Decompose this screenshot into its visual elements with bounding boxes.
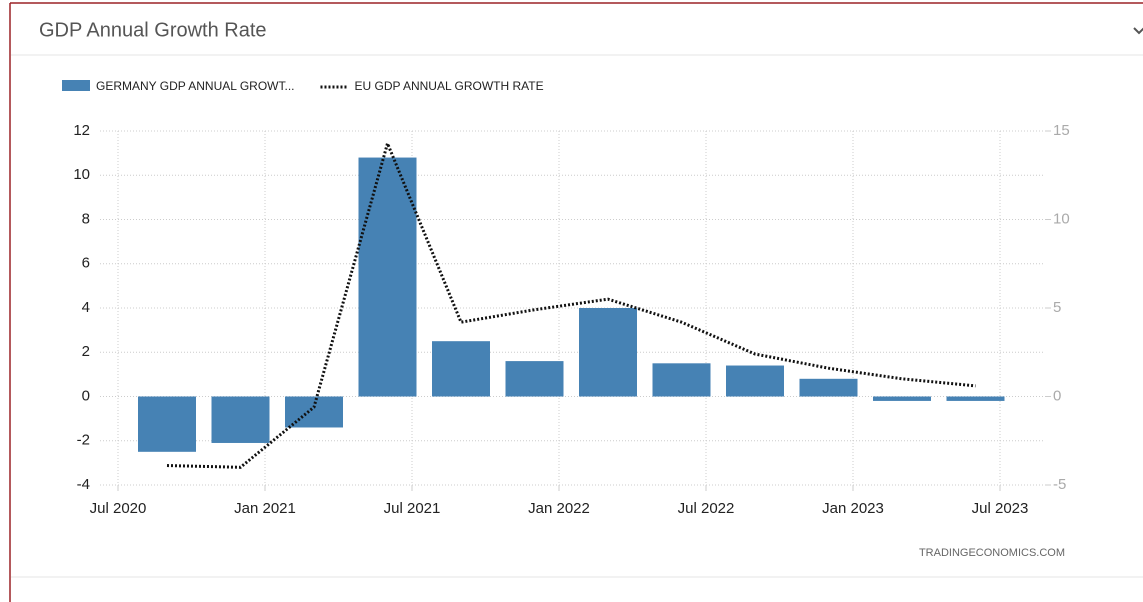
y-tick-label: -2 [77, 432, 90, 449]
legend-swatch [62, 80, 90, 91]
y2-tick-label: 15 [1053, 122, 1070, 139]
bar [579, 308, 637, 397]
line [166, 138, 976, 469]
x-tick-label: Jul 2020 [90, 500, 147, 517]
plot: -4 -2 0 2 4 6 8 10 12 -5 0 5 10 15 Jul 2020 Jan 2021 Jul… [62, 79, 1070, 517]
source-label: TRADINGECONOMICS.COM [919, 547, 1065, 559]
y-tick-label: 0 [82, 387, 90, 404]
x-tick-label: Jan 2023 [822, 500, 884, 517]
x-tick-label: Jul 2023 [972, 500, 1029, 517]
y-tick-label: 10 [73, 166, 90, 183]
y-tick-label: -4 [77, 476, 90, 493]
legend-label: EU GDP ANNUAL GROWTH RATE [354, 79, 543, 93]
legend-item: EU GDP ANNUAL GROWTH RATE [320, 79, 544, 93]
collapse-chevron[interactable] [1133, 27, 1143, 35]
bar [505, 361, 564, 397]
bar [211, 396, 270, 443]
y-tick-label: 2 [82, 343, 90, 360]
legend-label: GERMANY GDP ANNUAL GROWT... [96, 79, 294, 93]
y2-tick-label: 0 [1053, 387, 1061, 404]
bar [652, 363, 711, 397]
x-tick-label: Jan 2021 [234, 500, 296, 517]
y2-tick-label: 10 [1053, 210, 1070, 227]
bar [873, 396, 931, 401]
bar [358, 157, 417, 397]
bar [799, 378, 858, 397]
y-tick-label: 12 [73, 122, 90, 139]
bar [432, 341, 490, 397]
bar [946, 396, 1005, 401]
y-tick-label: 4 [82, 299, 90, 316]
legend-item: GERMANY GDP ANNUAL GROWT... [62, 79, 294, 93]
y2-tick-label: 5 [1053, 299, 1061, 316]
bar [138, 396, 196, 452]
x-tick-label: Jan 2022 [528, 500, 590, 517]
bar [726, 365, 784, 397]
x-tick-label: Jul 2021 [384, 500, 441, 517]
panel-title: GDP Annual Growth Rate [39, 19, 267, 41]
y-tick-label: 8 [82, 210, 90, 227]
x-tick-label: Jul 2022 [678, 500, 735, 517]
y-tick-label: 6 [82, 255, 90, 272]
bar [285, 396, 343, 428]
y2-tick-label: -5 [1053, 476, 1066, 493]
